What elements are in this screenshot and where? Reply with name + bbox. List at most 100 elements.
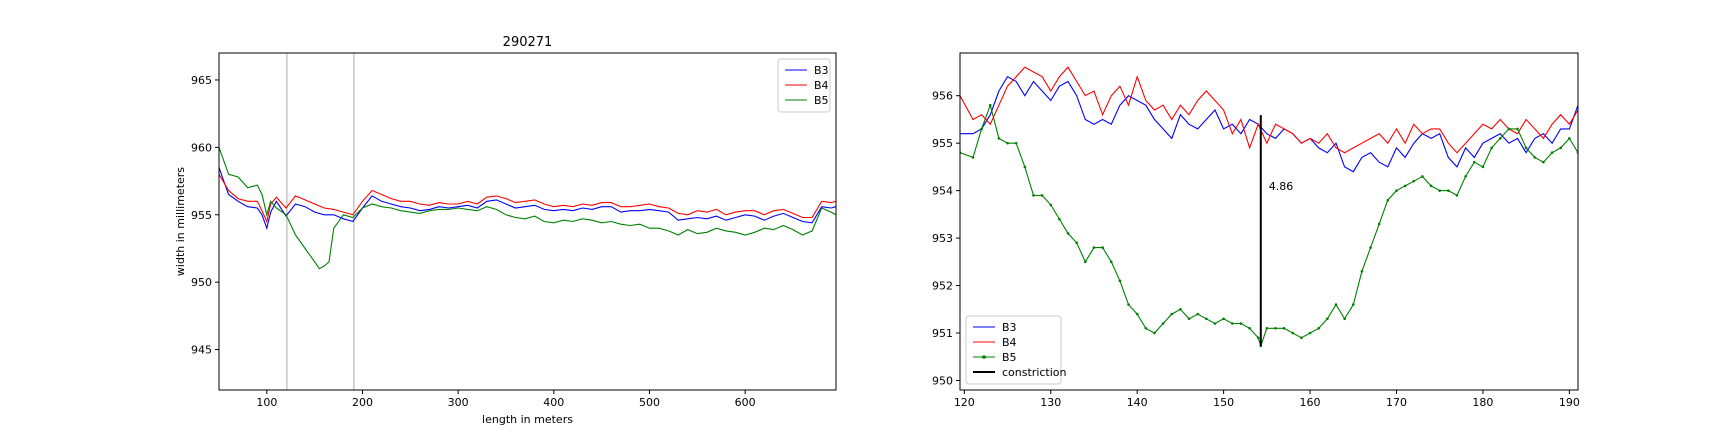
left-chart-panel: 100 200 300 400 500 600 945 950 955 960 965 290271 l… bbox=[174, 35, 837, 426]
series-point-b5 bbox=[1187, 317, 1191, 321]
series-point-b5 bbox=[1507, 127, 1511, 131]
legend-label: B5 bbox=[1002, 351, 1017, 364]
legend-label: B4 bbox=[814, 79, 829, 92]
series-point-b5 bbox=[1464, 175, 1467, 178]
series-point-b5 bbox=[1455, 194, 1459, 197]
x-tick-label: 160 bbox=[1300, 396, 1321, 409]
y-tick-label: 950 bbox=[932, 375, 953, 388]
y-tick-label: 950 bbox=[191, 276, 212, 289]
series-point-b5 bbox=[971, 156, 975, 159]
axes-frame bbox=[218, 52, 837, 391]
series-point-b5 bbox=[1170, 312, 1174, 316]
x-tick-label: 150 bbox=[1213, 396, 1234, 409]
x-tick-label: 180 bbox=[1472, 396, 1493, 409]
series-point-b5 bbox=[1179, 308, 1182, 311]
x-axis-label: length in meters bbox=[482, 413, 573, 426]
series-point-b5 bbox=[1334, 303, 1338, 306]
series-point-b5 bbox=[1014, 141, 1018, 145]
series-point-b5 bbox=[1118, 279, 1122, 283]
series-point-b5 bbox=[1101, 246, 1104, 249]
x-tick-label: 100 bbox=[256, 396, 277, 409]
series-point-b5 bbox=[1438, 189, 1442, 192]
series-point-b5 bbox=[1265, 326, 1269, 330]
series-point-b5 bbox=[1542, 160, 1545, 164]
series-point-b5 bbox=[1490, 146, 1493, 150]
x-tick-label: 170 bbox=[1386, 396, 1407, 409]
series-point-b5 bbox=[1075, 241, 1078, 245]
series-point-b5 bbox=[1568, 137, 1571, 140]
series-point-b5 bbox=[1213, 322, 1217, 325]
series-point-b5 bbox=[997, 137, 1001, 140]
y-tick-label: 951 bbox=[932, 327, 953, 340]
series-point-b5 bbox=[1144, 326, 1148, 330]
y-tick-label: 953 bbox=[932, 232, 953, 245]
legend-box bbox=[965, 315, 1062, 385]
y-tick-label: 954 bbox=[932, 185, 953, 198]
series-point-b5 bbox=[1032, 194, 1035, 197]
series-point-b5 bbox=[1256, 336, 1260, 340]
series-point-b5 bbox=[1161, 322, 1165, 325]
series-point-b5 bbox=[1058, 217, 1061, 221]
x-tick-label: 500 bbox=[639, 396, 660, 409]
series-point-b5 bbox=[1326, 317, 1329, 321]
y-axis-label: width in millimeters bbox=[174, 167, 187, 276]
series-point-b5 bbox=[1472, 160, 1476, 164]
series-point-b5 bbox=[988, 103, 992, 107]
series-point-b5 bbox=[1481, 165, 1485, 169]
y-tick-label: 952 bbox=[932, 280, 953, 293]
series-point-b5 bbox=[1550, 151, 1554, 154]
series-point-b5 bbox=[1109, 260, 1113, 264]
series-line-b5 bbox=[219, 147, 836, 270]
y-tick-label: 945 bbox=[191, 344, 212, 357]
series-point-b5 bbox=[1205, 317, 1208, 321]
plot-area bbox=[219, 147, 836, 270]
y-tick-label: 955 bbox=[191, 209, 212, 222]
x-tick-label: 190 bbox=[1559, 396, 1580, 409]
series-point-b5 bbox=[1559, 146, 1563, 150]
series-point-b5 bbox=[1084, 260, 1087, 264]
right-chart-panel: 4.86 120 130 140 150 160 170 180 190 950 951 952 953… bbox=[932, 52, 1580, 409]
y-tick-label: 965 bbox=[191, 74, 212, 87]
y-tick-label: 955 bbox=[932, 137, 953, 150]
legend: B3 B4 B5 constriction bbox=[965, 315, 1067, 385]
series-point-b5 bbox=[1092, 246, 1096, 249]
series-point-b5 bbox=[980, 127, 983, 131]
series-point-b5 bbox=[1308, 331, 1312, 335]
series-line-b3 bbox=[219, 167, 836, 231]
series-point-b5 bbox=[1222, 317, 1225, 321]
series-point-b5 bbox=[1369, 246, 1372, 249]
legend-label: B3 bbox=[1002, 321, 1017, 334]
x-tick-label: 130 bbox=[1040, 396, 1061, 409]
series-point-b5 bbox=[1351, 303, 1355, 306]
series-line-b4 bbox=[960, 66, 1578, 154]
constriction-label: 4.86 bbox=[1269, 180, 1294, 193]
x-tick-label: 200 bbox=[352, 396, 373, 409]
series-point-b5 bbox=[1291, 331, 1295, 335]
legend-label: B5 bbox=[814, 94, 829, 107]
series-point-b5 bbox=[1153, 331, 1156, 335]
x-tick-label: 600 bbox=[735, 396, 756, 409]
series-point-b5 bbox=[1343, 317, 1346, 321]
x-tick-label: 300 bbox=[448, 396, 469, 409]
series-point-b5 bbox=[1300, 336, 1303, 340]
legend-label: B3 bbox=[814, 64, 829, 77]
series-point-b5 bbox=[1377, 222, 1381, 226]
x-tick-label: 400 bbox=[543, 396, 564, 409]
legend-swatch-marker bbox=[982, 355, 986, 359]
series-point-b5 bbox=[1317, 326, 1320, 330]
series-point-b5 bbox=[1135, 312, 1139, 316]
legend: B3 B4 B5 bbox=[777, 58, 831, 113]
series-point-b5 bbox=[1248, 326, 1251, 330]
chart-title: 290271 bbox=[503, 35, 553, 50]
series-point-b5 bbox=[1429, 184, 1433, 188]
series-point-b5 bbox=[1360, 270, 1364, 273]
series-point-b5 bbox=[1533, 156, 1537, 159]
plot-area bbox=[960, 66, 1578, 348]
series-point-b5 bbox=[1447, 189, 1450, 192]
series-point-b5 bbox=[1524, 146, 1528, 150]
series-line-b3 bbox=[960, 75, 1578, 173]
series-point-b5 bbox=[1049, 203, 1053, 207]
y-tick-label: 960 bbox=[191, 141, 212, 154]
